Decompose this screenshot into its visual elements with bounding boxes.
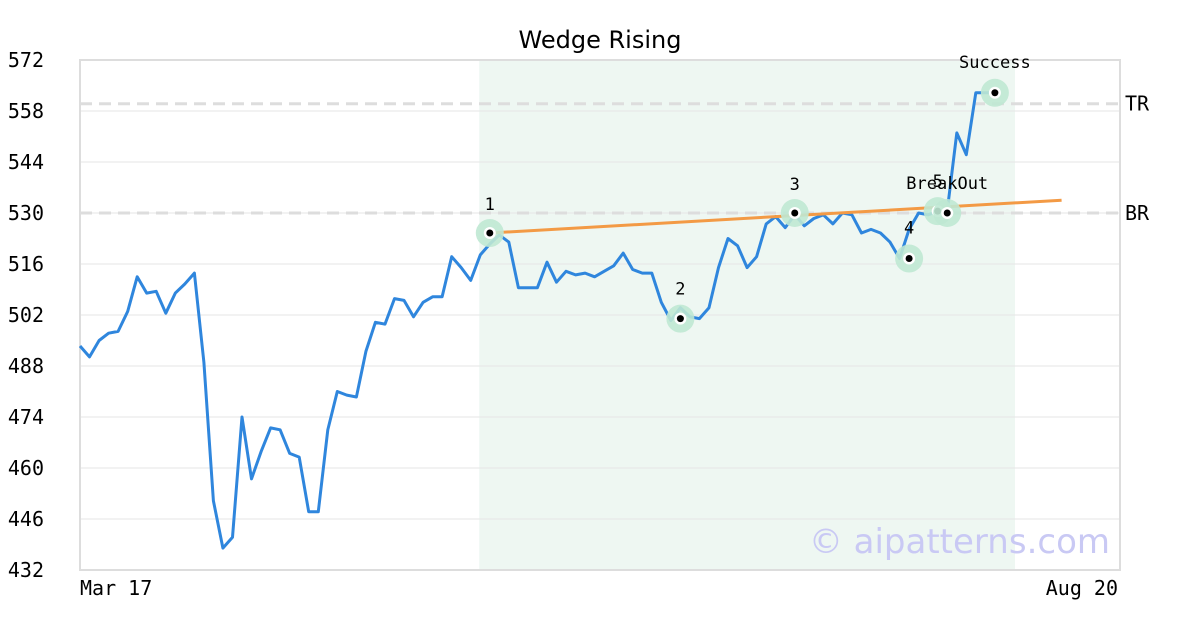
point-label: 5 — [933, 172, 943, 192]
y-tick-label: 502 — [8, 303, 44, 327]
y-tick-label: 460 — [8, 456, 44, 480]
chart-x-ticks: Mar 17 Aug 20 — [80, 576, 1118, 600]
x-tick-label: Aug 20 — [1046, 576, 1118, 600]
point-label: 4 — [904, 219, 914, 239]
y-tick-label: 446 — [8, 507, 44, 531]
y-tick-label: 516 — [8, 252, 44, 276]
y-tick-label: 432 — [8, 558, 44, 582]
chart-trend — [489, 198, 1062, 235]
point-label: 3 — [790, 175, 800, 195]
chart-watermark: © aipatterns.com — [809, 522, 1110, 562]
marker-dot — [676, 315, 684, 323]
chart-y-ticks: 572 558 544 530 516 502 488 474 460 446 432 — [8, 48, 44, 582]
y-tick-label: 544 — [8, 150, 44, 174]
marker-dot — [791, 209, 799, 217]
point-label: 2 — [675, 280, 685, 300]
chart-title: Wedge Rising — [519, 26, 682, 54]
y-tick-label: 530 — [8, 201, 44, 225]
point-label: 1 — [485, 195, 495, 215]
x-tick-label: Mar 17 — [80, 576, 152, 600]
y-tick-label: 572 — [8, 48, 44, 72]
y-tick-label: 474 — [8, 405, 44, 429]
marker-dot — [991, 89, 999, 97]
point-label: Success — [959, 53, 1031, 73]
trend-line — [489, 198, 1062, 235]
point-label: BreakOut — [906, 174, 988, 194]
marker-dot — [943, 209, 951, 217]
chart-frame — [79, 59, 1121, 571]
marker-dot — [905, 255, 913, 263]
level-label: TR — [1125, 92, 1150, 116]
level-label: BR — [1125, 201, 1150, 225]
y-tick-label: 488 — [8, 354, 44, 378]
y-tick-label: 558 — [8, 99, 44, 123]
marker-dot — [486, 229, 494, 237]
